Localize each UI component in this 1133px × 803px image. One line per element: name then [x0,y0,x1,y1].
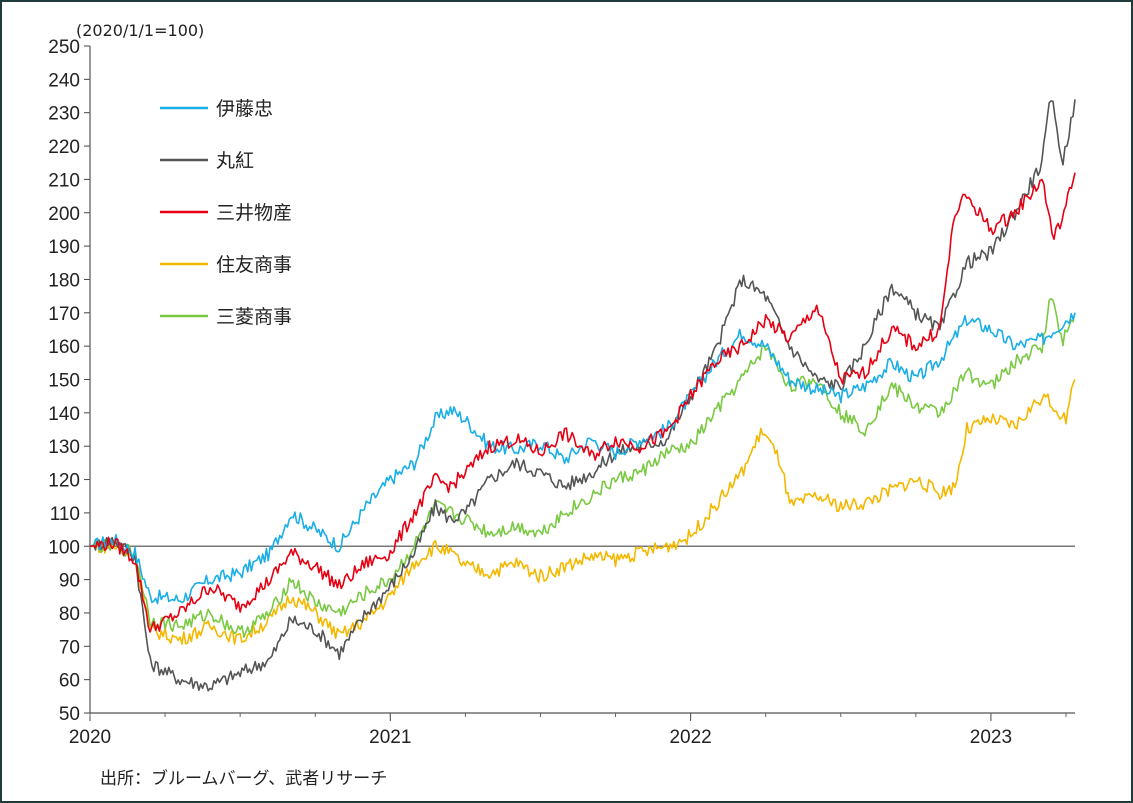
y-tick-label: 220 [48,137,80,158]
x-tick-label: 2020 [69,727,111,748]
legend-label: 三菱商事 [216,306,292,328]
legend-label: 住友商事 [216,254,292,276]
y-tick-label: 130 [48,437,80,458]
x-tick-label: 2022 [669,727,711,748]
legend-label: 伊藤忠 [216,98,273,120]
unit-label: (2020/1/1=100) [76,21,204,40]
y-tick-label: 210 [48,170,80,191]
y-tick-label: 160 [48,337,80,358]
y-tick-label: 150 [48,371,80,392]
y-tick-label: 200 [48,204,80,225]
source-note: 出所：ブルームバーグ、武者リサーチ [100,768,387,789]
series-line-1 [89,99,1076,692]
y-tick-label: 80 [59,604,80,625]
x-tick-label: 2023 [970,727,1012,748]
series-line-2 [89,172,1076,633]
legend-label: 三井物産 [216,202,292,224]
y-tick-label: 240 [48,70,80,91]
y-tick-label: 50 [59,704,80,725]
y-tick-label: 140 [48,404,80,425]
y-tick-label: 170 [48,304,80,325]
legend-label: 丸紅 [216,150,254,172]
y-tick-label: 180 [48,270,80,291]
y-tick-label: 250 [48,37,80,58]
series-line-4 [90,297,1076,639]
series-line-3 [90,379,1076,645]
y-tick-label: 190 [48,237,80,258]
y-tick-label: 120 [48,471,80,492]
x-tick-label: 2021 [369,727,411,748]
y-tick-label: 110 [50,504,80,525]
y-tick-label: 60 [59,671,80,692]
y-tick-label: 90 [59,571,80,592]
y-tick-label: 70 [59,637,80,658]
y-tick-label: 230 [48,104,80,125]
y-tick-label: 100 [48,537,80,558]
